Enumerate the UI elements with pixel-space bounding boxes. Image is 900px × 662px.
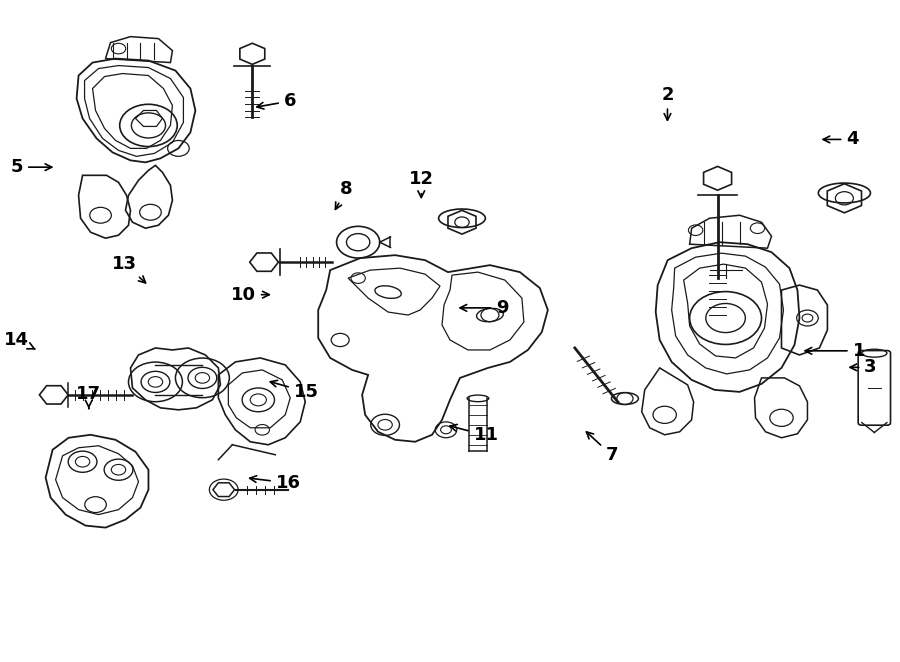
Text: 5: 5 (11, 158, 52, 176)
Text: 3: 3 (850, 358, 877, 376)
Text: 14: 14 (4, 331, 35, 350)
Text: 1: 1 (806, 342, 865, 360)
Text: 16: 16 (249, 474, 301, 492)
Text: 13: 13 (112, 255, 146, 283)
Text: 2: 2 (662, 85, 674, 120)
Text: 6: 6 (256, 92, 296, 110)
Text: 15: 15 (270, 381, 319, 401)
Text: 7: 7 (587, 432, 618, 464)
Text: 11: 11 (450, 424, 499, 444)
Text: 4: 4 (824, 130, 859, 148)
Text: 17: 17 (76, 385, 102, 408)
Text: 8: 8 (336, 180, 353, 209)
Text: 9: 9 (460, 299, 508, 317)
Text: 10: 10 (230, 286, 269, 304)
Text: 12: 12 (409, 170, 434, 197)
